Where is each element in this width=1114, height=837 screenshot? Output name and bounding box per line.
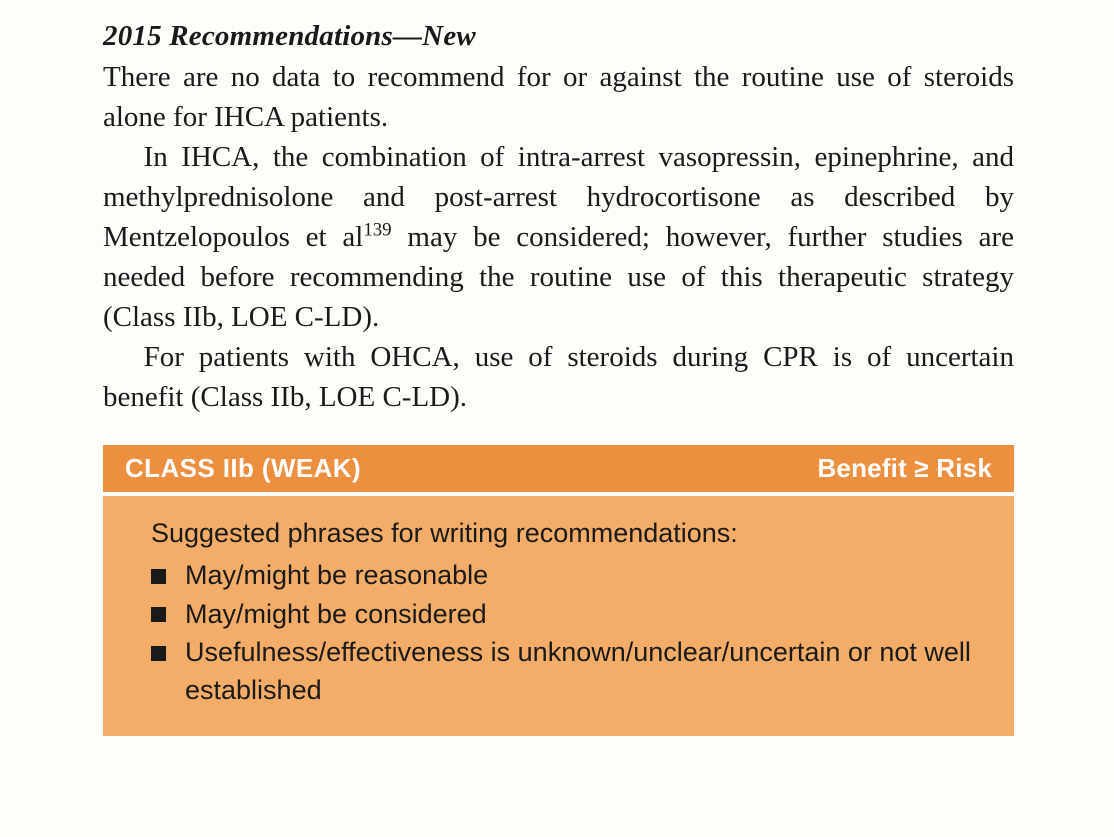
list-item: May/might be considered bbox=[151, 595, 992, 633]
recommendation-box: CLASS IIb (WEAK) Benefit ≥ Risk Suggeste… bbox=[103, 445, 1014, 736]
paragraph-2: In IHCA, the combination of intra-arrest… bbox=[103, 137, 1014, 337]
citation-superscript: 139 bbox=[363, 219, 391, 240]
list-item: Usefulness/effectiveness is unknown/uncl… bbox=[151, 633, 992, 710]
section-heading: 2015 Recommendations—New bbox=[103, 20, 1014, 53]
list-item: May/might be reasonable bbox=[151, 556, 992, 594]
box-header: CLASS IIb (WEAK) Benefit ≥ Risk bbox=[103, 445, 1014, 496]
box-body: Suggested phrases for writing recommenda… bbox=[103, 496, 1014, 736]
class-label: CLASS IIb (WEAK) bbox=[125, 453, 361, 484]
paragraph-3: For patients with OHCA, use of steroids … bbox=[103, 337, 1014, 417]
box-intro: Suggested phrases for writing recommenda… bbox=[151, 514, 992, 552]
document-page: 2015 Recommendations—New There are no da… bbox=[0, 0, 1114, 756]
benefit-label: Benefit ≥ Risk bbox=[817, 453, 992, 484]
phrase-list: May/might be reasonable May/might be con… bbox=[151, 556, 992, 709]
paragraph-1: There are no data to recommend for or ag… bbox=[103, 57, 1014, 137]
